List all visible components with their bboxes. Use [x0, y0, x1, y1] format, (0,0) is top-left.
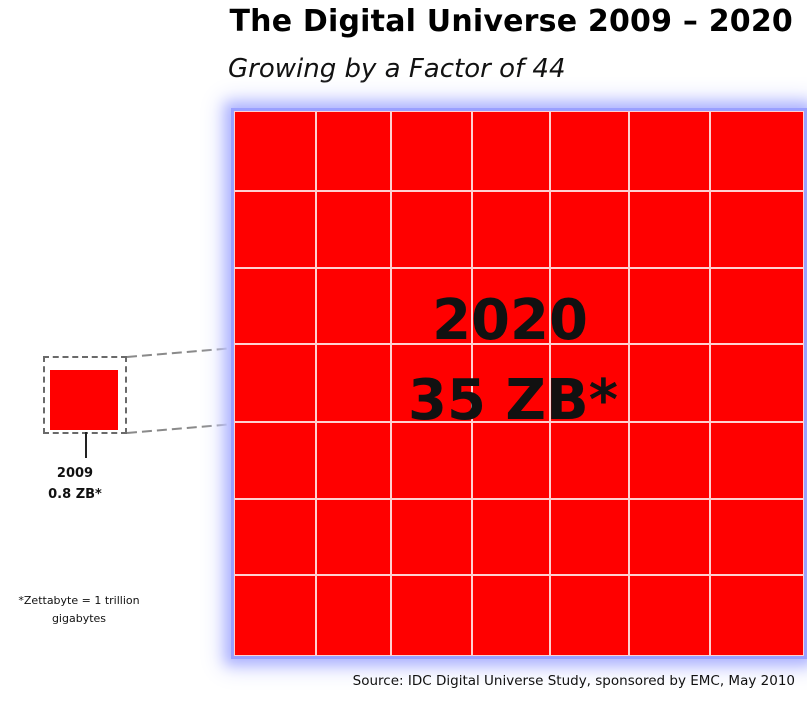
- grid-cell: [550, 499, 629, 575]
- callout-line: [85, 432, 87, 458]
- grid-cell: [550, 111, 629, 191]
- grid-cell: [316, 268, 391, 344]
- grid-cell: [550, 344, 629, 422]
- grid-cell: [550, 422, 629, 499]
- grid-cell: [391, 422, 472, 499]
- grid-cell: [629, 191, 710, 268]
- grid-cell: [316, 422, 391, 499]
- grid-cell: [710, 575, 804, 656]
- grid-cell: [629, 575, 710, 656]
- grid-cell: [316, 499, 391, 575]
- grid-cell: [472, 268, 550, 344]
- grid-cell: [234, 422, 316, 499]
- source-note: Source: IDC Digital Universe Study, spon…: [352, 673, 795, 689]
- grid-cell: [629, 344, 710, 422]
- grid-cell: [316, 575, 391, 656]
- grid-cell: [316, 191, 391, 268]
- grid-cell: [710, 111, 804, 191]
- grid-cell: [391, 499, 472, 575]
- grid-cell: [629, 422, 710, 499]
- grid-cell: [550, 191, 629, 268]
- grid-cell: [472, 575, 550, 656]
- diagram-subtitle: Growing by a Factor of 44: [228, 54, 566, 84]
- grid-cell: [391, 575, 472, 656]
- grid-cell: [550, 575, 629, 656]
- grid-cell: [234, 575, 316, 656]
- grid-cell: [710, 191, 804, 268]
- grid-cell: [391, 111, 472, 191]
- grid-cell: [316, 344, 391, 422]
- footnote: *Zettabyte = 1 trillion gigabytes: [18, 594, 140, 625]
- grid-cell: [391, 191, 472, 268]
- grid-cell: [391, 268, 472, 344]
- block-2020: 2020 35 ZB*: [234, 111, 804, 656]
- label-2009-size: 0.8 ZB*: [48, 487, 102, 502]
- grid-cell: [710, 268, 804, 344]
- grid-cell: [234, 344, 316, 422]
- grid-cell: [629, 499, 710, 575]
- grid-cell: [234, 499, 316, 575]
- grid-cell: [316, 111, 391, 191]
- block-2009: [50, 370, 118, 430]
- grid-cell: [472, 191, 550, 268]
- grid-cell: [472, 111, 550, 191]
- grid-cell: [234, 191, 316, 268]
- grid-cell: [710, 422, 804, 499]
- grid-cell: [472, 422, 550, 499]
- grid-cell: [629, 268, 710, 344]
- grid-cell: [629, 111, 710, 191]
- grid-cell: [472, 499, 550, 575]
- grid-cell: [234, 268, 316, 344]
- grid-cell: [472, 344, 550, 422]
- label-2009-year: 2009: [56, 466, 94, 481]
- grid-cell: [710, 344, 804, 422]
- grid-cell: [391, 344, 472, 422]
- grid-cell: [710, 499, 804, 575]
- grid-cell: [550, 268, 629, 344]
- grid-cell: [234, 111, 316, 191]
- diagram-title: The Digital Universe 2009 – 2020: [229, 4, 793, 39]
